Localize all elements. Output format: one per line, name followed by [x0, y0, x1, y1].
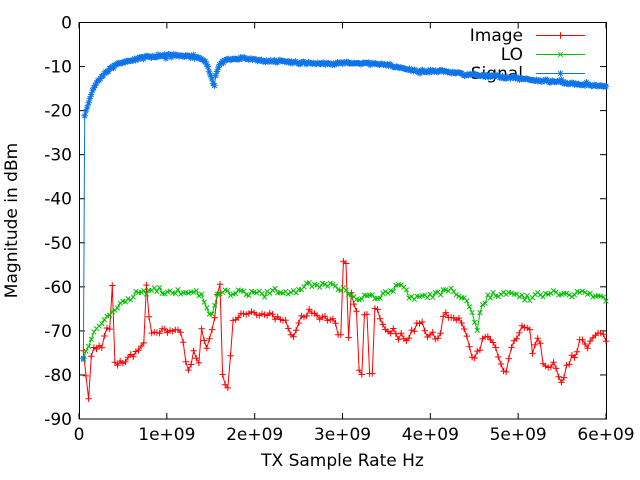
x-tick-label: 2e+09 [226, 425, 283, 445]
x-tick-label: 5e+09 [490, 425, 547, 445]
y-tick-label: -30 [44, 146, 72, 166]
y-tick-label: -60 [44, 278, 72, 298]
x-tick-label: 0 [74, 425, 85, 445]
legend-sample-marker [557, 51, 564, 58]
y-axis-title: Magnitude in dBm [2, 143, 22, 298]
data-series [80, 50, 610, 402]
y-tick-label: -20 [44, 102, 72, 122]
legend-sample-marker [557, 70, 564, 77]
y-tick-label: -80 [44, 366, 72, 386]
y-tick-label: -90 [44, 410, 72, 430]
x-tick-label: 6e+09 [577, 425, 634, 445]
y-tick-label: 0 [61, 14, 72, 34]
x-tick-label: 3e+09 [314, 425, 371, 445]
series-signal [80, 50, 610, 362]
y-tick-label: -70 [44, 322, 72, 342]
legend-label-image: Image [470, 26, 523, 46]
series-lo [80, 280, 609, 363]
x-axis-title: TX Sample Rate Hz [260, 451, 424, 471]
legend-sample-signal [536, 70, 585, 77]
legend-sample-lo [536, 51, 585, 58]
y-tick-label: -50 [44, 234, 72, 254]
series-markers [80, 50, 610, 362]
legend-label-lo: LO [501, 45, 523, 65]
x-tick-label: 4e+09 [402, 425, 459, 445]
legend-sample-marker [557, 32, 564, 39]
series-line [82, 53, 607, 359]
axis-ticks: 0 1e+09 2e+09 3e+09 4e+09 5e+09 6e+09 0 -10 -20 -3… [44, 14, 634, 446]
y-tick-label: -10 [44, 58, 72, 78]
legend-sample-image [536, 32, 585, 39]
x-tick-label: 1e+09 [138, 425, 195, 445]
legend-samples [536, 32, 585, 77]
series-markers [80, 258, 610, 402]
y-tick-label: -40 [44, 190, 72, 210]
series-image [80, 258, 610, 402]
series-markers [80, 280, 609, 363]
